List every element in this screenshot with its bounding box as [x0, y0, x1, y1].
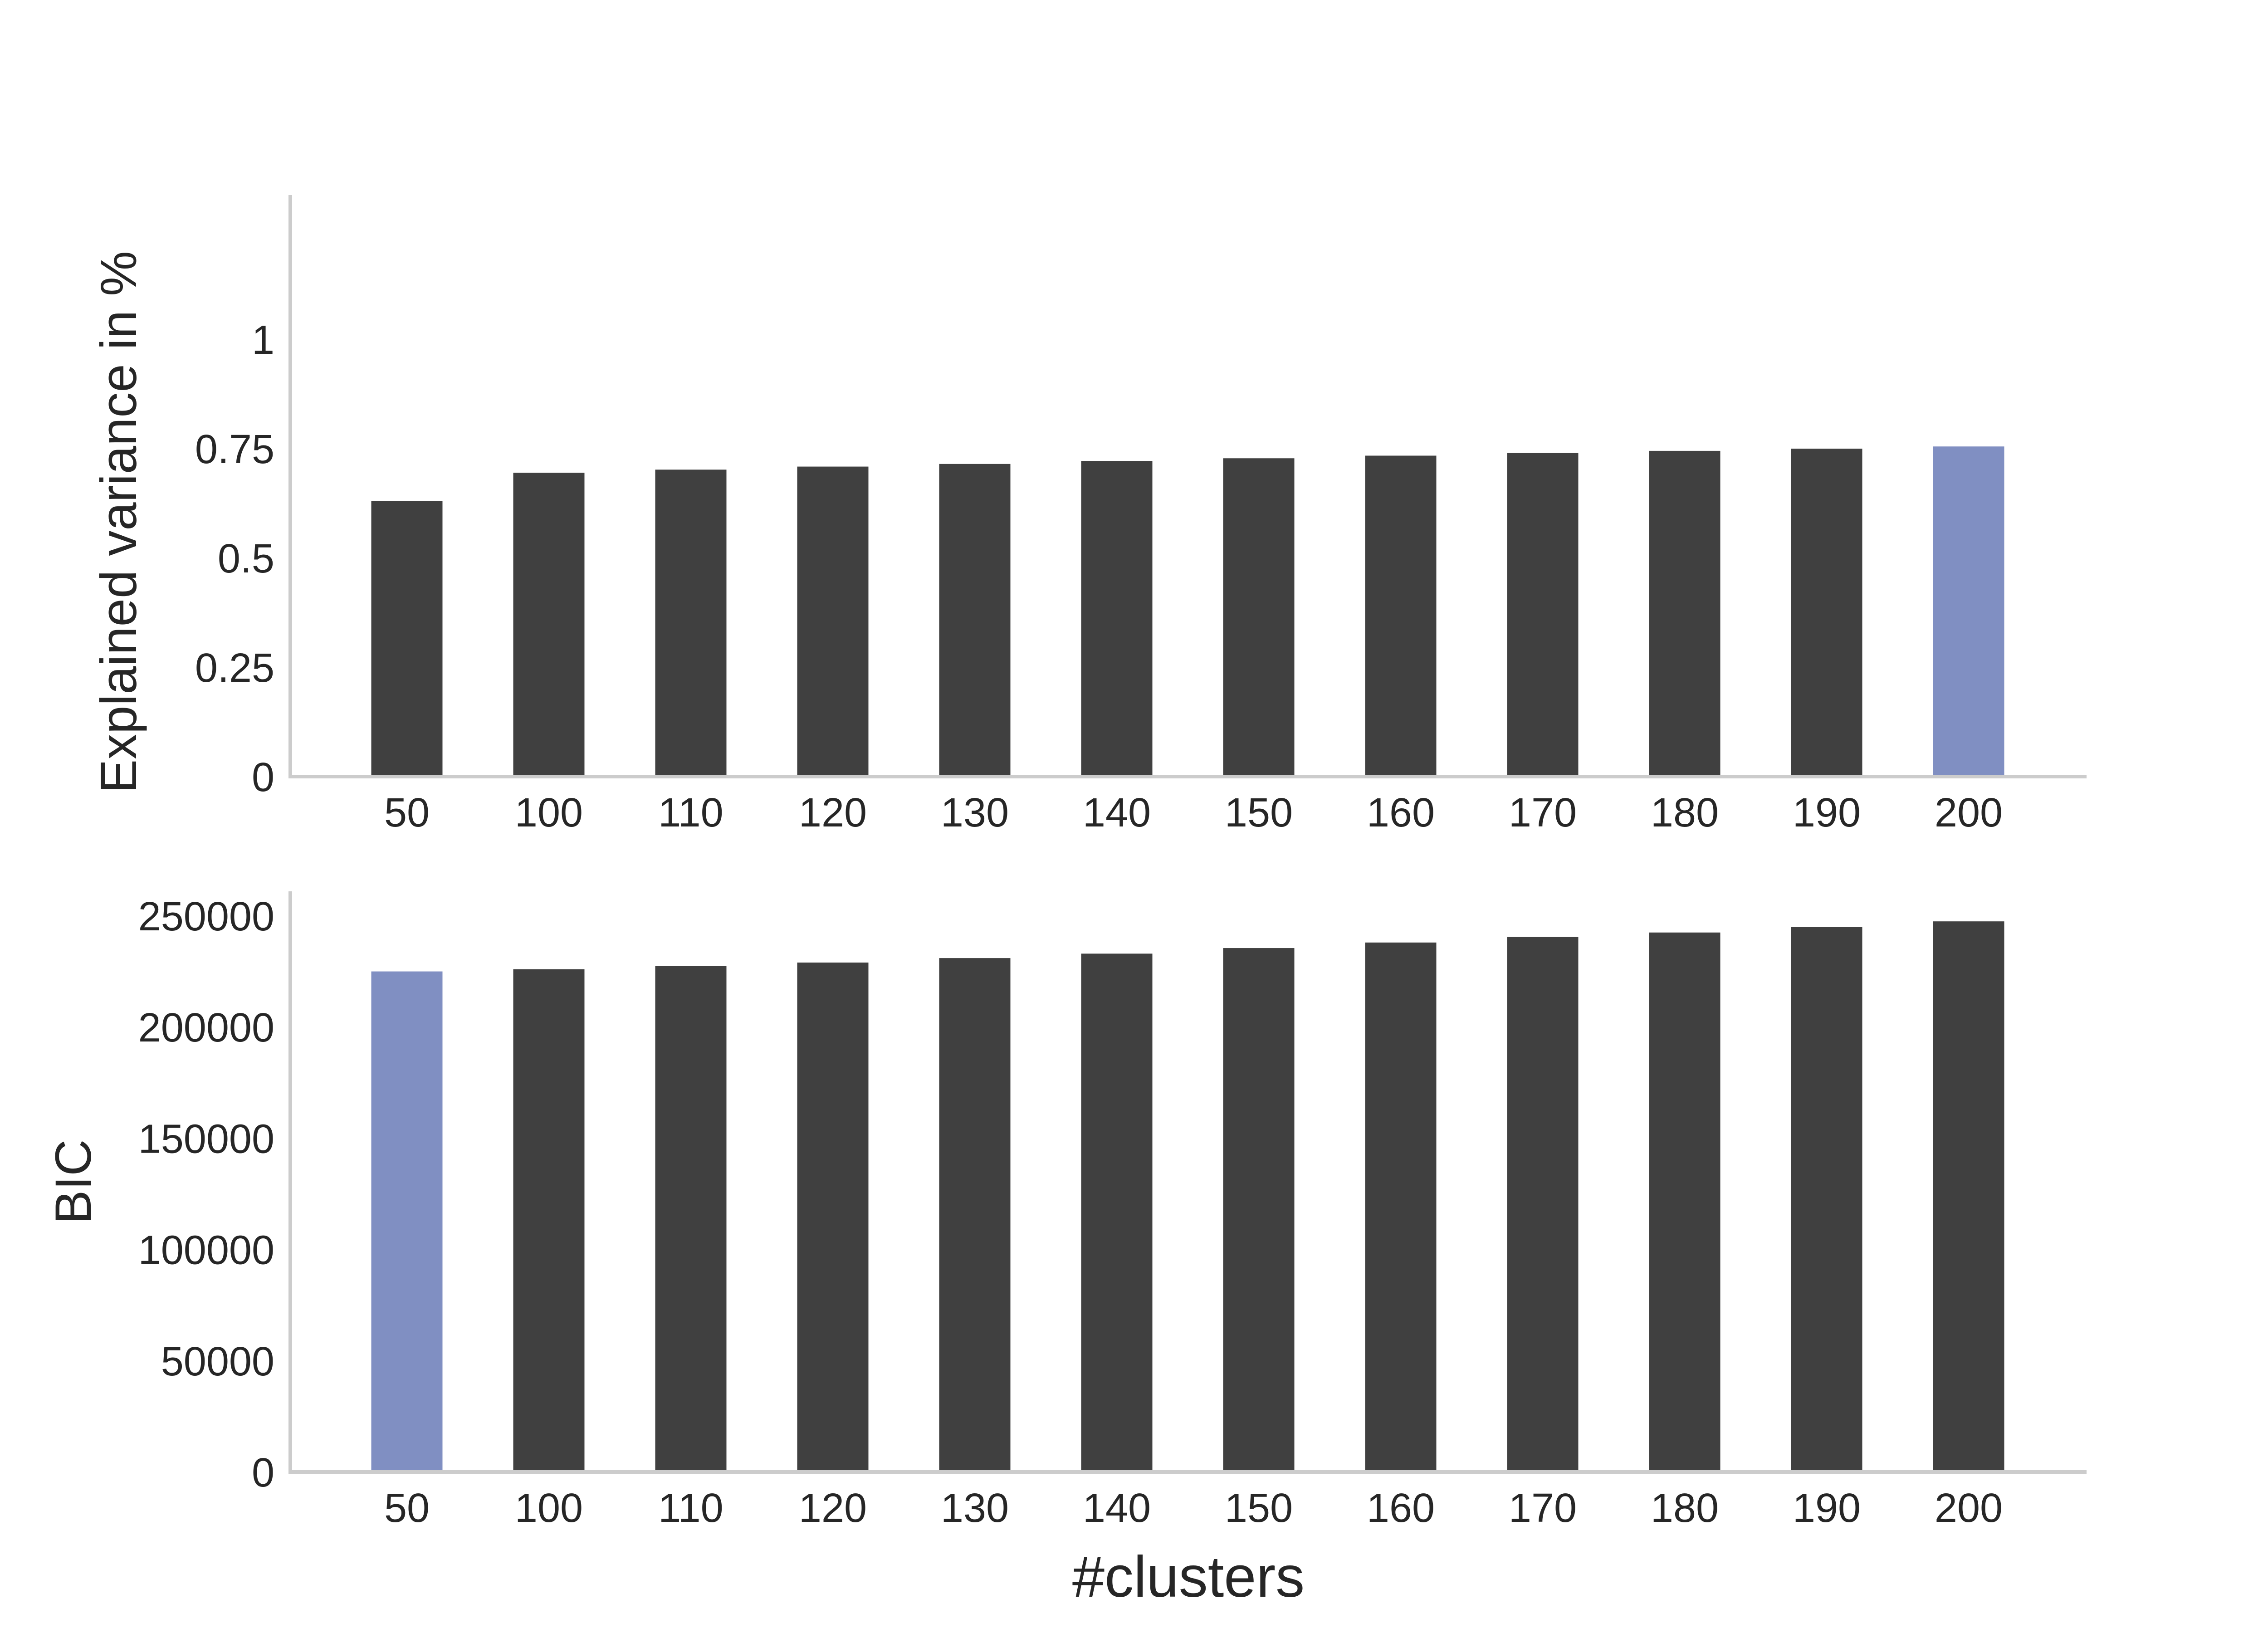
x-tick-label: 170: [1509, 1486, 1577, 1531]
x-tick-label: 130: [941, 1486, 1009, 1531]
bar-130: [939, 958, 1011, 1472]
x-tick-label: 170: [1509, 790, 1577, 836]
bar-150: [1223, 948, 1295, 1472]
bar-120: [797, 466, 869, 777]
y-tick-label: 0.5: [218, 536, 274, 582]
bar-100: [513, 473, 585, 777]
y-tick-label: 0: [252, 1450, 274, 1496]
bar-160: [1365, 942, 1437, 1472]
y-tick-label: 250000: [138, 894, 274, 939]
y-axis-title: BIC: [45, 1139, 102, 1224]
y-tick-label: 150000: [138, 1116, 274, 1162]
x-tick-label: 140: [1083, 1486, 1151, 1531]
y-tick-label: 0: [252, 755, 274, 800]
bar-170: [1507, 937, 1579, 1472]
bar-130: [939, 464, 1011, 777]
x-tick-label: 150: [1225, 1486, 1293, 1531]
bar-110: [655, 469, 727, 777]
bar-170: [1507, 453, 1579, 777]
x-tick-label: 200: [1935, 1486, 2003, 1531]
x-tick-label: 120: [799, 1486, 867, 1531]
y-tick-label: 0.75: [195, 427, 274, 472]
x-tick-label: 140: [1083, 790, 1151, 836]
x-tick-label: 50: [384, 790, 430, 836]
x-tick-label: 190: [1793, 1486, 1861, 1531]
x-tick-label: 180: [1651, 790, 1719, 836]
bar-200: [1933, 446, 2004, 777]
y-tick-label: 1: [252, 318, 274, 363]
x-tick-label: 130: [941, 790, 1009, 836]
x-tick-label: 110: [658, 790, 723, 836]
bar-50: [371, 971, 443, 1472]
y-tick-label: 50000: [161, 1339, 274, 1384]
y-axis-title: Explained variance in %: [90, 251, 147, 793]
x-tick-label: 100: [515, 790, 583, 836]
bar-200: [1933, 921, 2004, 1472]
bar-140: [1081, 953, 1153, 1472]
x-tick-label: 190: [1793, 790, 1861, 836]
bar-110: [655, 966, 727, 1472]
x-axis-title: #clusters: [1072, 1545, 1305, 1609]
x-tick-label: 160: [1367, 1486, 1435, 1531]
y-tick-label: 100000: [138, 1228, 274, 1273]
x-tick-label: 110: [658, 1486, 723, 1531]
bar-140: [1081, 461, 1153, 777]
bar-190: [1791, 449, 1862, 777]
bar-50: [371, 501, 443, 777]
y-tick-label: 0.25: [195, 645, 274, 691]
bar-190: [1791, 927, 1862, 1472]
x-tick-label: 180: [1651, 1486, 1719, 1531]
variance-panel: 50 100 110 120 130 140 150 160 170 180 190 200 0 0.25…: [90, 195, 2087, 836]
bar-180: [1649, 450, 1721, 777]
bic-panel: 50 100 110 120 130 140 150 160 170 180 190 200 0 5000…: [45, 891, 2087, 1531]
bar-150: [1223, 458, 1295, 777]
bar-160: [1365, 455, 1437, 777]
x-tick-label: 120: [799, 790, 867, 836]
bar-180: [1649, 932, 1721, 1472]
x-tick-label: 150: [1225, 790, 1293, 836]
bar-100: [513, 969, 585, 1472]
x-tick-label: 50: [384, 1486, 430, 1531]
y-tick-label: 200000: [138, 1005, 274, 1051]
bar-120: [797, 962, 869, 1472]
x-tick-label: 200: [1935, 790, 2003, 836]
x-tick-label: 100: [515, 1486, 583, 1531]
x-tick-label: 160: [1367, 790, 1435, 836]
